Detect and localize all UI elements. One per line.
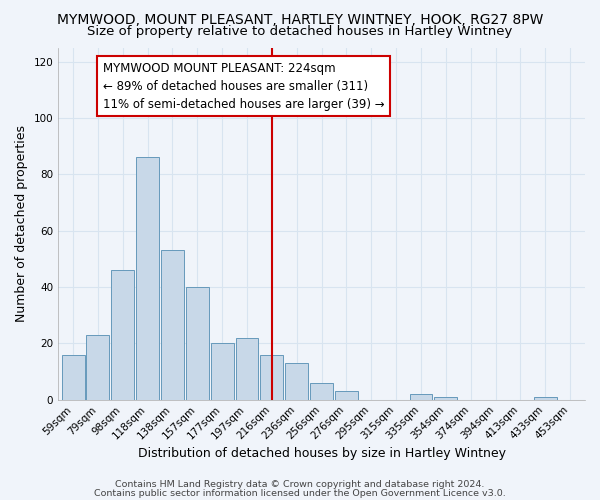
Text: Contains public sector information licensed under the Open Government Licence v3: Contains public sector information licen…: [94, 488, 506, 498]
Bar: [112, 270, 134, 400]
Text: MYMWOOD MOUNT PLEASANT: 224sqm
← 89% of detached houses are smaller (311)
11% of: MYMWOOD MOUNT PLEASANT: 224sqm ← 89% of …: [103, 62, 385, 110]
Bar: [186, 287, 209, 400]
Bar: [211, 344, 233, 400]
Bar: [236, 338, 259, 400]
Bar: [434, 397, 457, 400]
Bar: [534, 397, 557, 400]
Text: Contains HM Land Registry data © Crown copyright and database right 2024.: Contains HM Land Registry data © Crown c…: [115, 480, 485, 489]
Bar: [335, 392, 358, 400]
Bar: [410, 394, 433, 400]
Y-axis label: Number of detached properties: Number of detached properties: [15, 125, 28, 322]
Bar: [260, 354, 283, 400]
Bar: [161, 250, 184, 400]
Bar: [62, 354, 85, 400]
Bar: [286, 363, 308, 400]
Text: Size of property relative to detached houses in Hartley Wintney: Size of property relative to detached ho…: [88, 25, 512, 38]
Text: MYMWOOD, MOUNT PLEASANT, HARTLEY WINTNEY, HOOK, RG27 8PW: MYMWOOD, MOUNT PLEASANT, HARTLEY WINTNEY…: [57, 12, 543, 26]
Bar: [136, 158, 159, 400]
Bar: [86, 335, 109, 400]
X-axis label: Distribution of detached houses by size in Hartley Wintney: Distribution of detached houses by size …: [137, 447, 506, 460]
Bar: [310, 383, 333, 400]
